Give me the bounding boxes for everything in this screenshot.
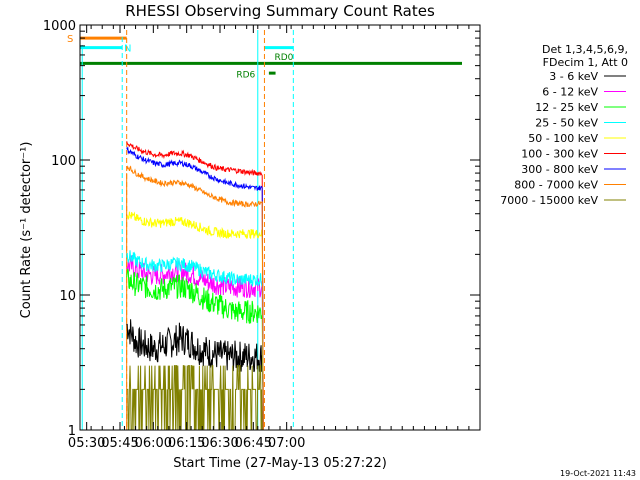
y-axis-label: Count Rate (s⁻¹ detector⁻¹) bbox=[19, 142, 34, 319]
y-tick-label: 1000 bbox=[43, 19, 76, 34]
series-line bbox=[126, 319, 264, 407]
series-line bbox=[126, 211, 264, 431]
x-tick-label: 05:45 bbox=[101, 436, 138, 451]
series-line bbox=[126, 268, 264, 431]
legend-entry-label: 800 - 7000 keV bbox=[514, 179, 598, 192]
y-tick-label: 10 bbox=[59, 289, 76, 304]
legend-entry-label: 100 - 300 keV bbox=[521, 148, 598, 161]
timestamp-label: 19-Oct-2021 11:43 bbox=[560, 469, 636, 478]
legend-entry-label: 25 - 50 keV bbox=[535, 117, 598, 130]
legend-entry-label: 300 - 800 keV bbox=[521, 163, 598, 176]
legend-entry-label: 50 - 100 keV bbox=[528, 132, 598, 145]
legend-entry-label: 12 - 25 keV bbox=[535, 101, 598, 114]
rd0-marker-label: RD0 bbox=[274, 53, 293, 63]
x-tick-label: 06:30 bbox=[201, 436, 238, 451]
rd6-marker-label: RD6 bbox=[236, 70, 255, 80]
x-tick-label: 06:45 bbox=[235, 436, 272, 451]
legend-header: FDecim 1, Att 0 bbox=[543, 56, 628, 69]
x-tick-label: 06:00 bbox=[135, 436, 172, 451]
x-axis-label: Start Time (27-May-13 05:27:22) bbox=[173, 456, 387, 471]
legend-entry-label: 7000 - 15000 keV bbox=[500, 194, 598, 207]
series-line bbox=[126, 146, 264, 431]
s-marker-label: S bbox=[67, 34, 73, 45]
series-line bbox=[126, 254, 264, 431]
legend-entry-label: 3 - 6 keV bbox=[549, 70, 598, 83]
x-tick-label: 06:15 bbox=[168, 436, 205, 451]
n-marker-label: N bbox=[124, 44, 131, 55]
legend-header: Det 1,3,4,5,6,9, bbox=[542, 43, 628, 56]
series-line bbox=[126, 250, 264, 431]
x-tick-label: 07:00 bbox=[268, 436, 305, 451]
series-line bbox=[126, 165, 264, 431]
y-tick-label: 100 bbox=[51, 154, 76, 169]
y-tick-label: 1 bbox=[68, 424, 76, 439]
x-tick-label: 05:30 bbox=[68, 436, 105, 451]
chart-title: RHESSI Observing Summary Count Rates bbox=[125, 2, 435, 20]
series-line bbox=[126, 141, 264, 431]
legend-entry-label: 6 - 12 keV bbox=[542, 86, 598, 99]
